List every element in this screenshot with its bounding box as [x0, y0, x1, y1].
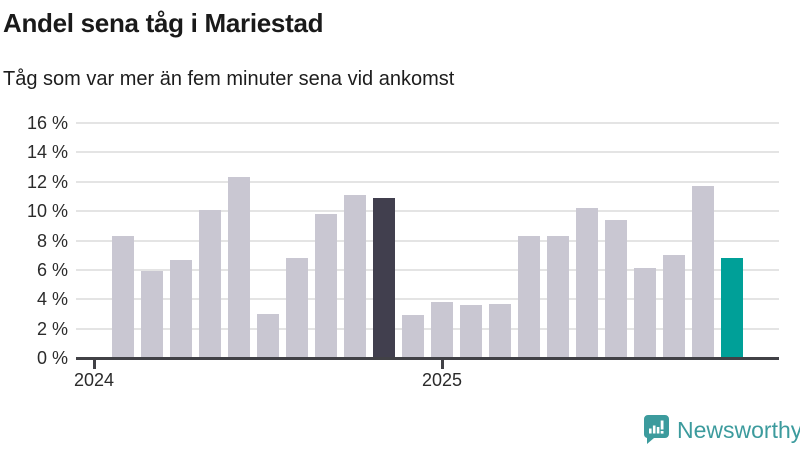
gridline-4: [76, 298, 779, 301]
bar-2025-06: [576, 208, 598, 357]
gridline-12: [76, 180, 779, 183]
bar-2024-02: [112, 236, 134, 357]
bar-2024-05: [199, 209, 221, 357]
bar-2024-11: [373, 197, 395, 357]
bar-2025-10: [692, 186, 714, 357]
y-axis-label-6: 6 %: [36, 259, 68, 280]
y-axis-label-8: 8 %: [36, 230, 68, 251]
bar-2025-08: [634, 268, 656, 357]
branding: Newsworthy: [644, 415, 800, 444]
x-axis-baseline: [76, 357, 779, 360]
bar-2024-12: [402, 315, 424, 357]
x-tick-2024: [93, 360, 96, 369]
x-axis-label-2024: 2024: [73, 370, 115, 390]
gridline-2: [76, 327, 779, 330]
bar-2025-03: [489, 303, 511, 357]
bar-2024-08: [286, 258, 308, 357]
y-axis-label-2: 2 %: [36, 318, 68, 339]
newsworthy-logo-icon: [644, 415, 669, 444]
x-tick-2025: [441, 360, 444, 369]
gridline-8: [76, 239, 779, 242]
y-axis-label-0: 0 %: [36, 348, 68, 368]
bar-2025-11: [721, 258, 743, 357]
bar-2024-03: [141, 271, 163, 357]
gridline-6: [76, 268, 779, 271]
y-axis-label-16: 16 %: [26, 113, 68, 133]
gridline-14: [76, 151, 779, 154]
bar-2025-09: [663, 255, 685, 357]
bar-2025-05: [547, 236, 569, 357]
y-axis-label-14: 14 %: [26, 142, 68, 163]
chart-subtitle: Tåg som var mer än fem minuter sena vid …: [3, 68, 455, 90]
bar-2024-07: [257, 313, 279, 357]
y-axis-label-12: 12 %: [26, 171, 68, 192]
x-axis-label-2025: 2025: [421, 370, 463, 390]
y-axis-label-10: 10 %: [26, 201, 68, 222]
bar-2025-07: [605, 219, 627, 357]
bar-2025-04: [518, 236, 540, 357]
bar-2024-06: [228, 177, 250, 357]
y-axis-label-4: 4 %: [36, 289, 68, 310]
gridline-16: [76, 122, 779, 124]
gridline-10: [76, 210, 779, 213]
bar-2024-04: [170, 259, 192, 357]
chart-title: Andel sena tåg i Mariestad: [3, 8, 324, 38]
newsworthy-logo-text: Newsworthy: [677, 416, 800, 443]
bar-2025-01: [431, 302, 453, 357]
bar-2024-10: [344, 194, 366, 357]
bar-2025-02: [460, 305, 482, 357]
bar-2024-09: [315, 214, 337, 357]
